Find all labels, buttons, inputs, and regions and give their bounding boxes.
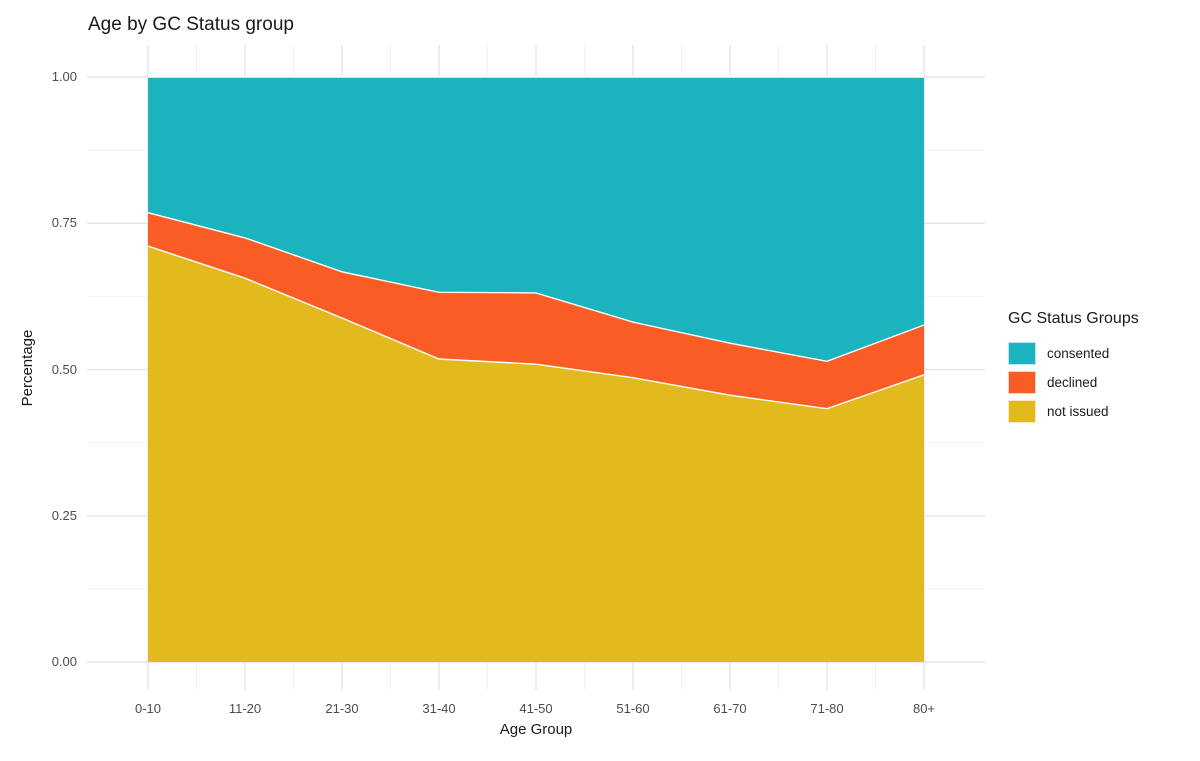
legend-item: not issued <box>1008 400 1139 423</box>
legend-label: not issued <box>1047 404 1109 419</box>
x-tick-label: 31-40 <box>422 701 456 716</box>
y-tick-label: 0.25 <box>51 507 77 523</box>
legend-swatch-not-issued <box>1008 400 1036 423</box>
x-tick-label: 11-20 <box>228 701 262 716</box>
y-tick-label: 0.50 <box>51 361 77 377</box>
legend-label: consented <box>1047 346 1110 361</box>
legend: GC Status Groups consented declined not is… <box>1008 309 1139 429</box>
stacked-area-chart <box>87 45 985 690</box>
area-not-issued <box>148 246 924 662</box>
y-tick-label: 1.00 <box>51 69 77 84</box>
x-tick-label: 21-30 <box>325 701 359 716</box>
legend-label: declined <box>1047 375 1098 390</box>
legend-title: GC Status Groups <box>1008 310 1139 327</box>
area-declined <box>148 212 924 409</box>
plot-panel <box>87 45 985 690</box>
x-tick-label: 51-60 <box>616 701 650 716</box>
x-tick-label: 0-10 <box>134 701 162 716</box>
y-axis-title: Percentage <box>19 329 36 407</box>
legend-swatch-declined <box>1008 371 1036 394</box>
legend-swatch-consented <box>1008 342 1036 365</box>
x-axis-title: Age Group <box>499 721 573 738</box>
chart-title: Age by GC Status group <box>88 14 294 35</box>
x-tick-label: 80+ <box>912 701 936 716</box>
x-tick-label: 71-80 <box>810 701 844 716</box>
x-tick-label: 61-70 <box>713 701 747 716</box>
x-tick-label: 41-50 <box>519 701 553 716</box>
legend-item: declined <box>1008 371 1139 394</box>
area-consented <box>148 77 924 362</box>
legend-items: consented declined not issued <box>1008 342 1139 423</box>
y-tick-label: 0.75 <box>51 215 77 231</box>
legend-item: consented <box>1008 342 1139 365</box>
y-tick-label: 0.00 <box>51 654 77 669</box>
